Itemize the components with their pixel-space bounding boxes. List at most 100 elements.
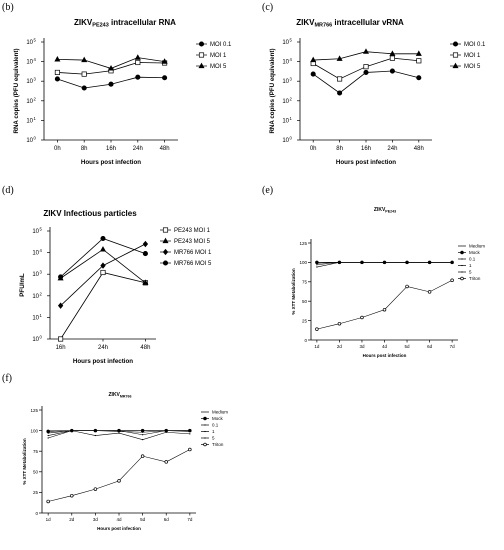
data-point xyxy=(134,54,141,60)
y-tick-label: 75 xyxy=(33,449,39,454)
y-tick-label: 100 xyxy=(299,260,307,265)
x-axis-label: Hours post infection xyxy=(73,358,133,365)
data-point xyxy=(162,75,168,81)
series-triton xyxy=(46,447,192,504)
x-tick-label: 5d xyxy=(405,344,411,349)
chart-title: ZIKVMR766 xyxy=(109,392,132,399)
data-point xyxy=(58,336,64,342)
legend-marker xyxy=(452,52,459,58)
y-tick-label: 10 xyxy=(32,315,39,321)
y-tick-exponent: 0 xyxy=(40,335,43,340)
y-tick-exponent: 4 xyxy=(40,248,43,253)
legend-marker xyxy=(204,437,206,439)
data-point xyxy=(99,246,107,252)
title-main: ZIKV xyxy=(109,392,121,398)
x-tick-label: 7d xyxy=(187,517,193,522)
data-point xyxy=(118,432,120,434)
data-point xyxy=(135,74,141,80)
x-tick-label: 0h xyxy=(310,146,317,152)
y-tick-label: 0 xyxy=(35,511,38,516)
data-point xyxy=(54,69,60,75)
title-subscript: MR766 xyxy=(120,395,132,399)
data-point xyxy=(135,59,141,66)
x-tick-label: 16h xyxy=(106,146,116,152)
series-5 xyxy=(316,261,453,268)
y-tick-label: 10 xyxy=(32,272,39,278)
data-point xyxy=(362,48,370,54)
data-point xyxy=(54,56,61,62)
x-tick-label: 1d xyxy=(314,344,320,349)
series-line xyxy=(60,272,146,340)
data-point xyxy=(141,439,144,441)
x-tick-label: 2d xyxy=(337,344,343,349)
x-tick-label: 24h xyxy=(387,146,397,152)
y-tick-exponent: 1 xyxy=(34,116,37,121)
x-axis-label: Hours post infection xyxy=(336,159,396,166)
x-tick-label: 24h xyxy=(98,345,108,351)
y-tick-label: 75 xyxy=(302,280,308,285)
x-axis-label: Hours post infection xyxy=(363,353,407,358)
panel-label-b: (b) xyxy=(2,2,14,13)
data-point xyxy=(100,269,106,276)
data-point xyxy=(337,321,342,326)
data-point xyxy=(415,50,422,56)
title-main: ZIKV xyxy=(374,207,386,213)
legend-marker xyxy=(461,271,463,273)
y-axis-label: % XTT Metabolization xyxy=(22,438,27,485)
data-point xyxy=(406,261,408,264)
x-tick-label: 4d xyxy=(116,517,122,522)
legend-marker xyxy=(198,41,205,47)
y-axis-label: RNA copies (PFU equivalent) xyxy=(13,48,20,133)
y-tick-exponent: 3 xyxy=(34,77,37,82)
data-point xyxy=(47,434,49,437)
x-tick-label: 48h xyxy=(414,146,424,152)
y-tick-label: 10 xyxy=(32,229,39,235)
legend-marker xyxy=(460,276,464,281)
data-point xyxy=(164,460,168,464)
chart-title: ZIKVMR766 intracellular vRNA xyxy=(296,18,404,29)
x-tick-label: 8h xyxy=(336,146,343,152)
title-main: ZIKV Infectious particles xyxy=(43,209,137,218)
y-tick-label: 10 xyxy=(32,337,39,343)
y-tick-label: 50 xyxy=(33,470,39,475)
legend-label: MOI 5 xyxy=(210,64,227,70)
data-point xyxy=(142,251,148,257)
data-point xyxy=(108,81,114,87)
data-point xyxy=(316,262,318,264)
data-point xyxy=(57,302,64,309)
data-point xyxy=(363,64,369,70)
legend-marker xyxy=(460,250,464,255)
chart-title: ZIKV Infectious particles xyxy=(43,209,137,218)
series-mr766-moi-5 xyxy=(58,235,148,280)
y-tick-label: 10 xyxy=(282,40,289,46)
data-point xyxy=(142,279,149,285)
chart-f: 0 25 50 75 100 125 1d 2d 3d 4d 5d 6d 7d Hours post in… xyxy=(22,392,228,531)
data-point xyxy=(100,235,106,242)
legend-marker xyxy=(162,248,169,256)
y-tick-label: 10 xyxy=(282,99,289,105)
legend-label: 5 xyxy=(469,270,472,275)
legend-marker xyxy=(452,62,459,69)
data-point xyxy=(58,274,64,280)
y-axis-label: PFU/mL xyxy=(19,273,26,297)
y-tick-label: 10 xyxy=(26,40,33,46)
x-tick-label: 16h xyxy=(56,345,66,351)
legend-marker xyxy=(162,227,169,233)
panel-label-e: (e) xyxy=(262,185,273,196)
legend-label: 5 xyxy=(212,436,215,441)
title-subscript: PE243 xyxy=(385,210,396,214)
title-rest: intracellular vRNA xyxy=(332,18,404,27)
data-point xyxy=(100,262,106,269)
y-tick-exponent: 1 xyxy=(290,116,293,121)
data-point xyxy=(310,56,317,63)
legend-label: PE243 MOI 5 xyxy=(174,239,211,245)
y-tick-label: 125 xyxy=(299,241,307,246)
data-point xyxy=(81,56,88,63)
x-tick-label: 2d xyxy=(69,517,75,522)
data-point xyxy=(94,429,97,432)
legend-label: MR766 MOI 5 xyxy=(174,261,212,267)
legend-label: 1 xyxy=(469,263,472,268)
